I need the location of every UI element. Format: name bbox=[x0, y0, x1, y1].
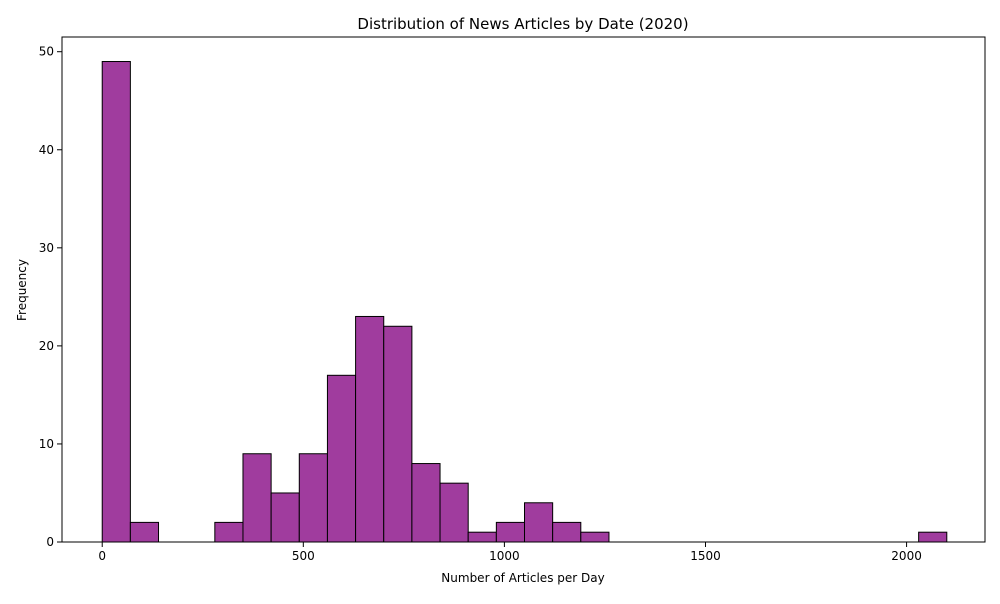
y-tick-label: 30 bbox=[39, 241, 54, 255]
histogram-bar bbox=[383, 325, 413, 543]
histogram-bar bbox=[918, 531, 948, 543]
chart-title: Distribution of News Articles by Date (2… bbox=[357, 15, 688, 33]
histogram-bar bbox=[270, 492, 300, 543]
histogram-bar bbox=[214, 521, 244, 543]
y-axis-ticks: 0 10 20 30 40 50 bbox=[39, 45, 62, 549]
bars-layer bbox=[101, 61, 948, 543]
y-tick-label: 10 bbox=[39, 437, 54, 451]
histogram-bar bbox=[580, 531, 610, 543]
histogram-bar bbox=[129, 521, 160, 543]
histogram-bar bbox=[101, 61, 131, 543]
histogram-bar bbox=[467, 531, 497, 543]
histogram-bar bbox=[411, 463, 441, 543]
y-tick-label: 50 bbox=[39, 45, 54, 59]
histogram-bar bbox=[524, 502, 554, 543]
x-axis-ticks: 0 500 1000 1500 2000 bbox=[98, 542, 922, 563]
histogram-bar bbox=[326, 374, 357, 543]
histogram-bar bbox=[242, 453, 272, 543]
y-tick-label: 20 bbox=[39, 339, 54, 353]
y-tick-label: 40 bbox=[39, 143, 54, 157]
histogram-bar bbox=[355, 315, 385, 543]
histogram-bar bbox=[495, 521, 526, 543]
x-tick-label: 0 bbox=[98, 549, 106, 563]
histogram-bar bbox=[552, 521, 582, 543]
x-tick-label: 500 bbox=[292, 549, 315, 563]
histogram-bar bbox=[298, 453, 328, 543]
x-axis-label: Number of Articles per Day bbox=[441, 571, 604, 585]
x-tick-label: 1000 bbox=[489, 549, 520, 563]
x-tick-label: 2000 bbox=[891, 549, 922, 563]
plot-area-frame bbox=[61, 36, 986, 543]
y-tick-label: 0 bbox=[46, 535, 54, 549]
x-tick-label: 1500 bbox=[690, 549, 721, 563]
histogram-bar bbox=[439, 482, 469, 543]
y-axis-label: Frequency bbox=[15, 259, 29, 321]
